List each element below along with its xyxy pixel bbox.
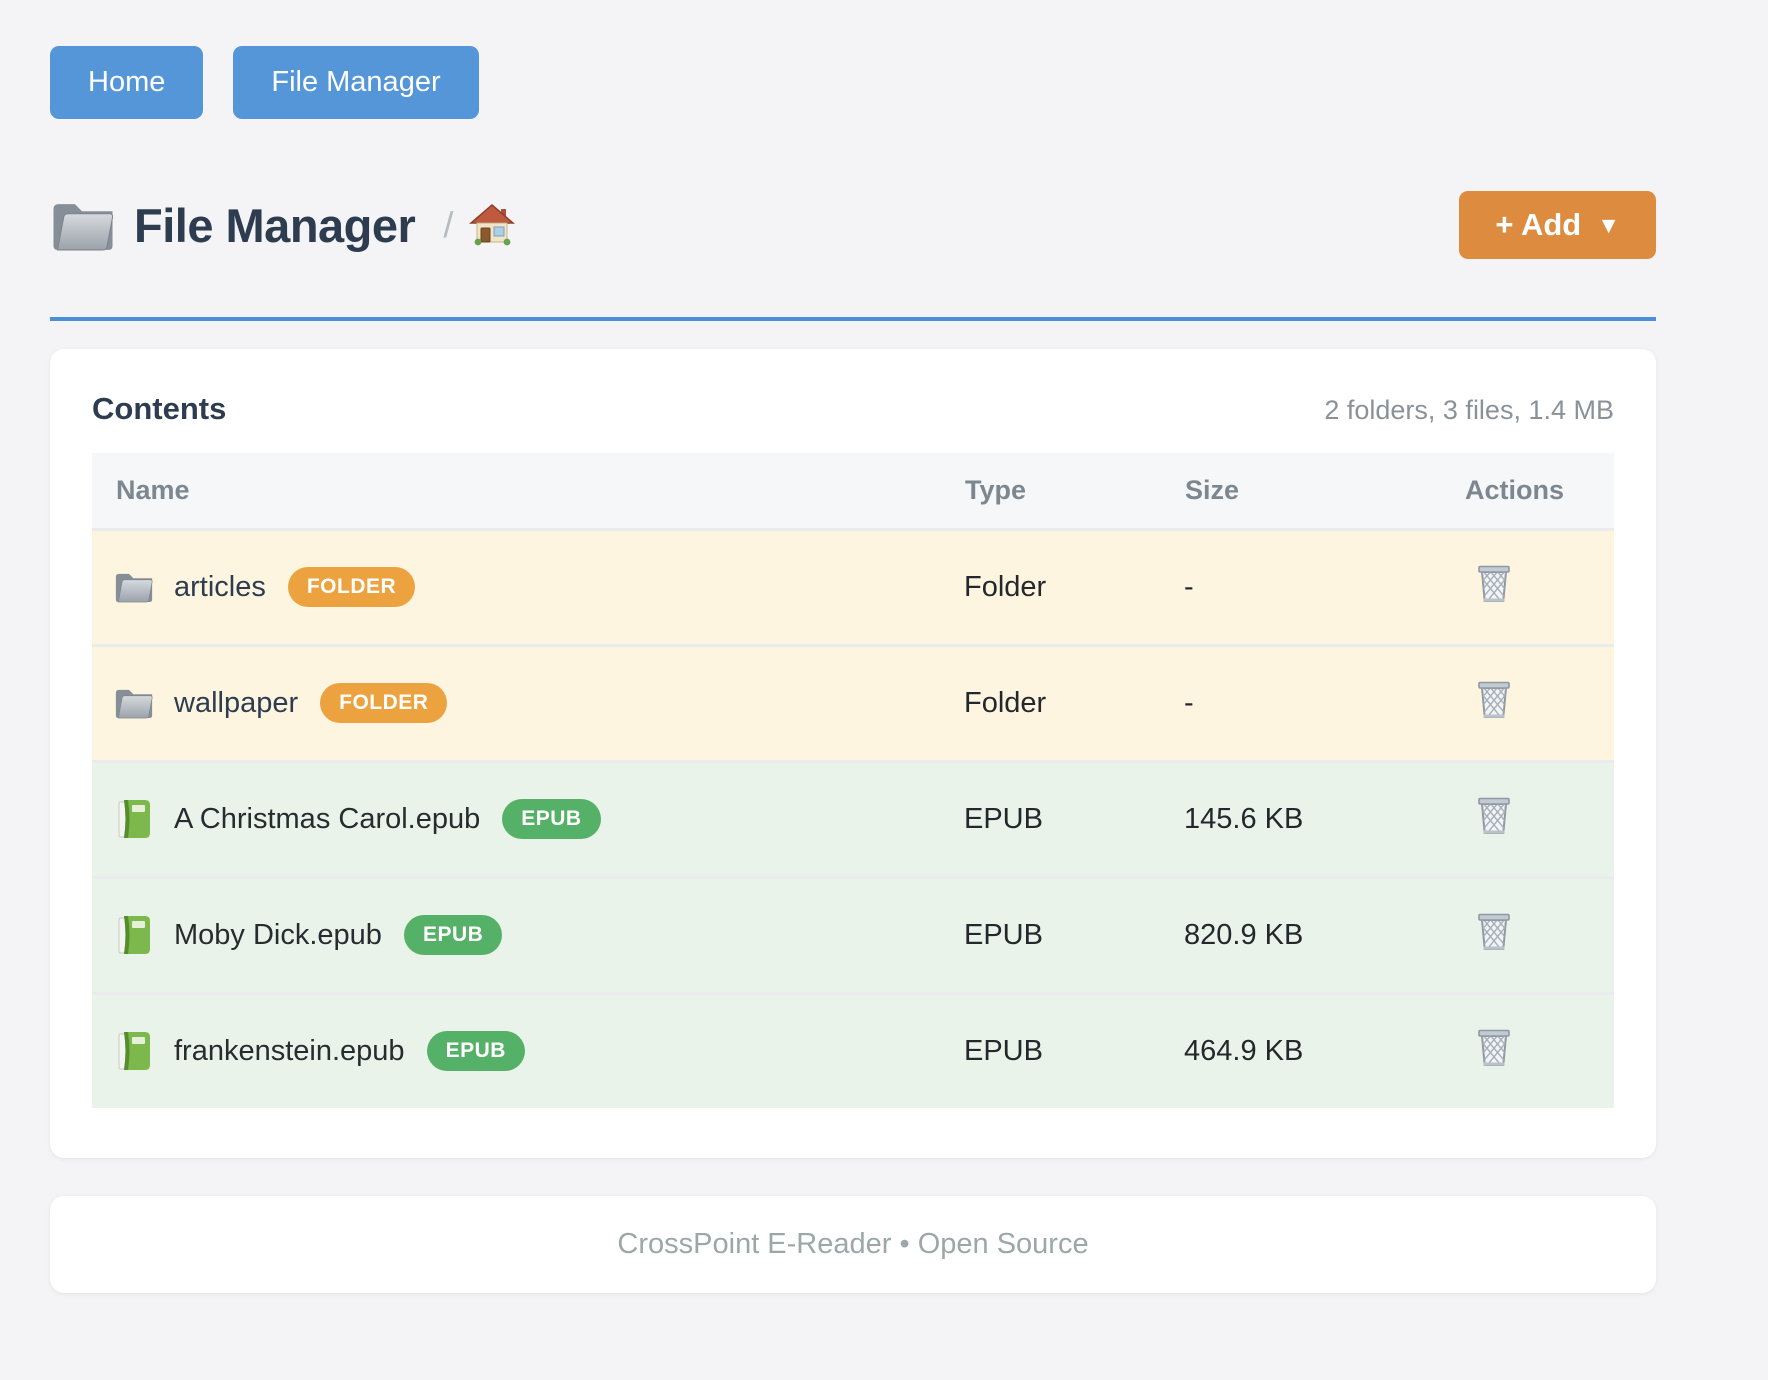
column-header-actions: Actions [1464,453,1614,529]
name-cell: Moby Dick.epub EPUB [92,879,964,992]
folder-icon [114,566,154,608]
title-wrap: File Manager / [50,197,515,254]
row-name[interactable]: A Christmas Carol.epub [174,802,481,835]
column-header-name: Name [92,453,964,529]
table-row: frankenstein.epub EPUB EPUB 464.9 KB [92,993,1614,1108]
file-table-body: articles FOLDER Folder - wallpaper FOLDE… [92,529,1614,1108]
trash-icon [1474,561,1514,605]
green-book-icon [114,1030,154,1072]
contents-card: Contents 2 folders, 3 files, 1.4 MB Name… [50,349,1656,1158]
delete-button[interactable] [1474,909,1514,953]
contents-card-header: Contents 2 folders, 3 files, 1.4 MB [92,391,1614,427]
page-title: File Manager [134,198,416,252]
size-cell: 820.9 KB [1184,918,1304,951]
add-button-label: + Add [1495,207,1582,242]
table-row: wallpaper FOLDER Folder - [92,645,1614,761]
table-row: A Christmas Carol.epub EPUB EPUB 145.6 K… [92,761,1614,877]
delete-button[interactable] [1474,677,1514,721]
header-divider [50,317,1656,321]
footer-card: CrossPoint E-Reader • Open Source [50,1195,1656,1293]
delete-button[interactable] [1474,793,1514,837]
name-cell: frankenstein.epub EPUB [92,995,964,1108]
table-row: Moby Dick.epub EPUB EPUB 820.9 KB [92,877,1614,993]
delete-button[interactable] [1474,1025,1514,1069]
nav-file-manager-button[interactable]: File Manager [233,46,479,119]
green-book-icon [114,798,154,840]
file-type-badge: EPUB [426,1031,525,1071]
row-name[interactable]: Moby Dick.epub [174,918,382,951]
trash-icon [1474,677,1514,721]
size-cell: 464.9 KB [1184,1034,1304,1067]
type-cell: Folder [964,686,1047,719]
name-cell: wallpaper FOLDER [92,647,964,760]
table-header-row: Name Type Size Actions [92,453,1614,529]
file-type-badge: FOLDER [320,683,448,723]
type-cell: EPUB [964,802,1043,835]
file-type-badge: EPUB [403,915,503,955]
file-type-badge: EPUB [502,799,601,839]
name-cell: A Christmas Carol.epub EPUB [92,763,964,876]
type-cell: EPUB [964,918,1043,951]
name-cell: articles FOLDER [92,531,964,644]
green-book-icon [114,914,154,956]
size-cell: - [1184,570,1194,603]
page-header: File Manager / + Add ▼ [50,191,1656,259]
row-name[interactable]: articles [174,570,266,603]
trash-icon [1474,793,1514,837]
footer-text: CrossPoint E-Reader • Open Source [617,1227,1089,1260]
column-header-size: Size [1184,453,1464,529]
contents-summary: 2 folders, 3 files, 1.4 MB [1324,395,1614,425]
row-name[interactable]: frankenstein.epub [174,1034,405,1067]
type-cell: Folder [964,570,1047,603]
delete-button[interactable] [1474,561,1514,605]
breadcrumb: / [443,202,515,248]
file-type-badge: FOLDER [287,567,416,607]
top-nav: Home File Manager [50,46,1656,119]
table-row: articles FOLDER Folder - [92,529,1614,645]
row-name[interactable]: wallpaper [174,686,299,719]
size-cell: 145.6 KB [1184,802,1304,835]
type-cell: EPUB [964,1034,1043,1067]
folder-icon [50,197,116,254]
contents-heading: Contents [92,391,227,426]
add-button[interactable]: + Add ▼ [1459,191,1656,259]
column-header-type: Type [964,453,1184,529]
folder-icon [114,682,154,724]
breadcrumb-separator: / [443,204,454,245]
nav-home-button[interactable]: Home [50,46,204,119]
house-icon[interactable] [469,202,515,248]
chevron-down-icon: ▼ [1597,211,1620,238]
size-cell: - [1184,686,1194,719]
trash-icon [1474,1025,1514,1069]
file-table: Name Type Size Actions articles FOLDER F… [92,453,1614,1108]
trash-icon [1474,909,1514,953]
